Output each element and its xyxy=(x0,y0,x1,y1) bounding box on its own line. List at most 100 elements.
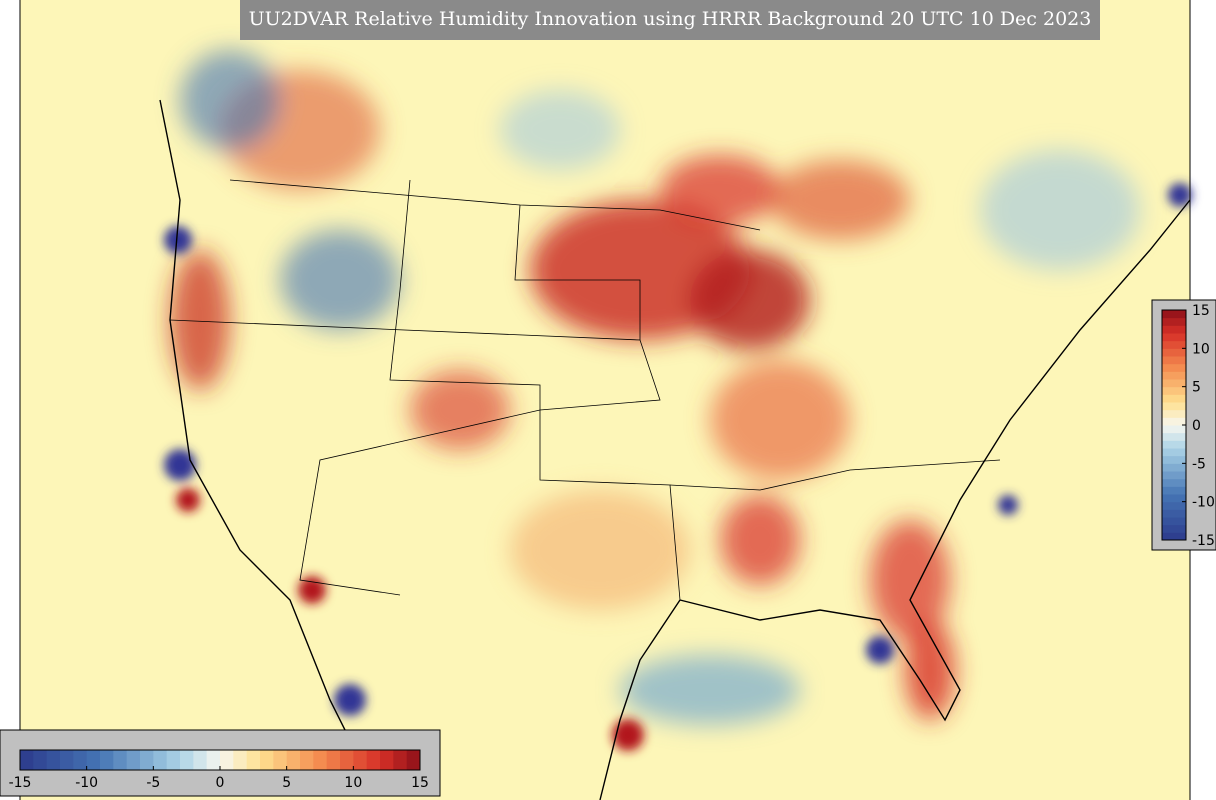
colorbar-swatch xyxy=(1162,409,1186,418)
colorbar-swatch xyxy=(100,750,114,770)
boundaries xyxy=(159,99,1191,800)
colorbar-swatch xyxy=(1162,425,1186,434)
colorbar-swatch xyxy=(1162,494,1186,503)
coastline xyxy=(159,99,361,761)
colorbar-swatch xyxy=(273,750,288,770)
colorbar-swatch xyxy=(260,750,274,770)
humidity-blob xyxy=(334,684,366,716)
colorbar-swatch xyxy=(153,750,168,770)
humidity-blob xyxy=(905,620,955,720)
colorbar-swatch xyxy=(220,750,234,770)
colorbar-swatch xyxy=(1162,348,1186,357)
colorbar-swatch xyxy=(1162,432,1186,441)
colorbar-swatch xyxy=(353,750,368,770)
border-line xyxy=(229,179,761,231)
colorbar-swatch xyxy=(1162,363,1186,372)
humidity-blob xyxy=(500,90,620,170)
map-title: UU2DVAR Relative Humidity Innovation usi… xyxy=(249,8,1092,30)
humidity-blob xyxy=(980,150,1140,270)
humidity-blob xyxy=(612,719,644,751)
colorbar-swatch xyxy=(1162,325,1186,334)
tick-label: -15 xyxy=(9,775,32,791)
colorbar-swatch xyxy=(1162,455,1186,464)
colorbar-swatch xyxy=(126,750,141,770)
colorbar-swatch xyxy=(286,750,301,770)
colorbar-swatch xyxy=(113,750,128,770)
colorbar-swatch xyxy=(1162,517,1186,526)
humidity-blob xyxy=(180,50,280,150)
tick-label: -5 xyxy=(1192,456,1206,472)
colorbar-swatch xyxy=(380,750,394,770)
colorbar-swatch xyxy=(46,750,61,770)
colorbar-swatch xyxy=(1162,486,1186,495)
humidity-blob xyxy=(710,360,850,480)
colorbar-swatch xyxy=(313,750,328,770)
colorbar-swatch xyxy=(1162,501,1186,510)
colorbar-swatch xyxy=(366,750,381,770)
colorbar-swatch xyxy=(1162,310,1186,319)
humidity-blob xyxy=(866,636,894,664)
tick-label: 0 xyxy=(1192,418,1201,434)
colorbar-swatch xyxy=(1162,471,1186,480)
humidity-blob xyxy=(690,250,810,350)
tick-label: 10 xyxy=(1192,341,1210,357)
colorbar-swatch xyxy=(206,750,221,770)
colorbar-swatch xyxy=(1162,340,1186,349)
humidity-blob xyxy=(164,226,192,254)
colorbar-swatch xyxy=(1162,478,1186,487)
humidity-blob xyxy=(720,495,800,585)
coastline xyxy=(599,599,681,800)
colorbar-swatch xyxy=(1162,371,1186,380)
humidity-blob xyxy=(1168,183,1192,207)
colorbar-swatch xyxy=(1162,333,1186,342)
tick-label: -10 xyxy=(75,775,98,791)
colorbar-swatch xyxy=(1162,417,1186,426)
humidity-blob xyxy=(660,155,780,225)
humidity-blob xyxy=(870,520,950,640)
humidity-blob xyxy=(510,490,690,610)
colorbar-swatch xyxy=(140,750,154,770)
tick-label: 15 xyxy=(1192,303,1210,319)
tick-label: -5 xyxy=(146,775,160,791)
colorbar-swatch xyxy=(20,750,34,770)
colorbar-swatch xyxy=(33,750,48,770)
colorbar-swatch xyxy=(166,750,181,770)
colorbar-swatch xyxy=(233,750,248,770)
tick-label: 15 xyxy=(411,775,429,791)
humidity-blob xyxy=(998,495,1018,515)
colorbar-swatch xyxy=(1162,440,1186,449)
state-line xyxy=(514,204,641,340)
colorbar-swatch xyxy=(73,750,88,770)
state-line xyxy=(669,459,1001,491)
colorbar-swatch xyxy=(1162,463,1186,472)
colorbar-swatch xyxy=(1162,356,1186,365)
tick-label: 5 xyxy=(282,775,291,791)
humidity-blob xyxy=(620,655,800,725)
colorbar-swatch xyxy=(1162,532,1186,541)
humidity-blob xyxy=(170,250,230,390)
colorbar-swatch xyxy=(300,750,314,770)
coastal-spots xyxy=(164,183,1192,751)
colorbar-swatch xyxy=(1162,402,1186,411)
coastline xyxy=(679,199,1191,722)
humidity-blob xyxy=(176,488,200,512)
colorbar-swatch xyxy=(1162,394,1186,403)
tick-label: 0 xyxy=(216,775,225,791)
colorbar-swatch xyxy=(1162,317,1186,326)
colorbar-swatch xyxy=(393,750,408,770)
tick-label: -15 xyxy=(1192,533,1215,549)
colorbar-swatch xyxy=(326,750,341,770)
colorbar-swatch xyxy=(1162,379,1186,388)
innovation-field xyxy=(170,50,1140,725)
colorbar-swatch xyxy=(60,750,74,770)
tick-label: -10 xyxy=(1192,495,1215,511)
tick-label: 10 xyxy=(344,775,362,791)
tick-label: 5 xyxy=(1192,380,1201,396)
humidity-blob xyxy=(410,370,510,450)
colorbar-swatch xyxy=(246,750,261,770)
humidity-blob xyxy=(770,160,910,240)
colorbar-swatch xyxy=(1162,448,1186,457)
colorbar-swatch xyxy=(180,750,194,770)
